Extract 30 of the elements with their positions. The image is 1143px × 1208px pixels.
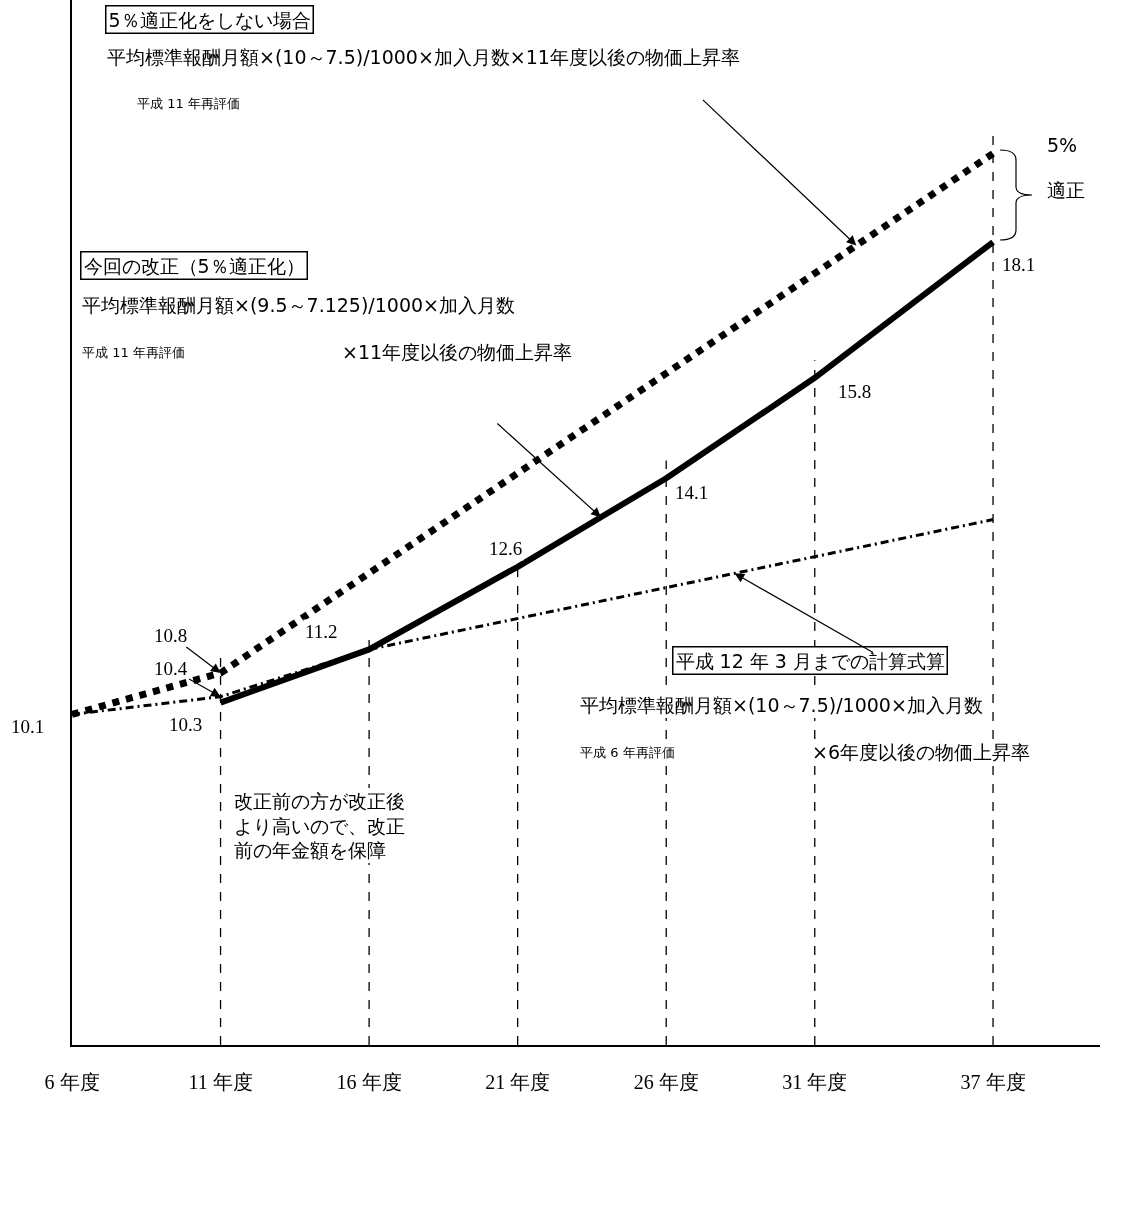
annotation: 平成 11 年再評価 — [137, 96, 240, 111]
x-tick-label: 6 年度 — [44, 1070, 100, 1093]
annotation: ×11年度以後の物価上昇率 — [342, 341, 573, 363]
annotation: 改正前の方が改正後より高いので、改正前の年金額を保障 — [234, 790, 405, 862]
annotation: 今回の改正（5％適正化） — [83, 254, 305, 277]
annotation: 平成 6 年再評価 — [580, 745, 675, 760]
x-tick-label: 31 年度 — [782, 1070, 848, 1093]
x-tick-label: 26 年度 — [633, 1070, 699, 1093]
x-tick-label: 21 年度 — [485, 1070, 551, 1093]
x-tick-label: 37 年度 — [960, 1070, 1026, 1093]
annotation: 平均標準報酬月額×(10～7.5)/1000×加入月数 — [580, 694, 983, 716]
x-tick-label: 11 年度 — [188, 1070, 253, 1093]
data-label: 11.2 — [305, 621, 338, 642]
data-label: 10.3 — [169, 714, 203, 735]
data-label: 10.4 — [154, 658, 188, 679]
annotation: 平均標準報酬月額×(9.5～7.125)/1000×加入月数 — [82, 294, 516, 316]
data-label: 12.6 — [489, 538, 523, 559]
annotation: 5％適正化をしない場合 — [108, 8, 311, 31]
data-label: 14.1 — [675, 482, 709, 503]
x-tick-label: 16 年度 — [336, 1070, 402, 1093]
annotation: ×6年度以後の物価上昇率 — [812, 741, 1031, 763]
data-label: 10.8 — [154, 625, 188, 646]
data-label: 15.8 — [838, 381, 872, 402]
annotation: 平成 11 年再評価 — [82, 345, 185, 360]
annotation: 5% — [1047, 134, 1078, 156]
annotation: 平成 12 年 3 月までの計算式算 — [675, 649, 945, 672]
annotation: 適正 — [1047, 179, 1085, 201]
data-label: 10.1 — [11, 716, 45, 737]
data-label: 18.1 — [1002, 254, 1036, 275]
annotation: 平均標準報酬月額×(10～7.5)/1000×加入月数×11年度以後の物価上昇率 — [107, 46, 740, 68]
